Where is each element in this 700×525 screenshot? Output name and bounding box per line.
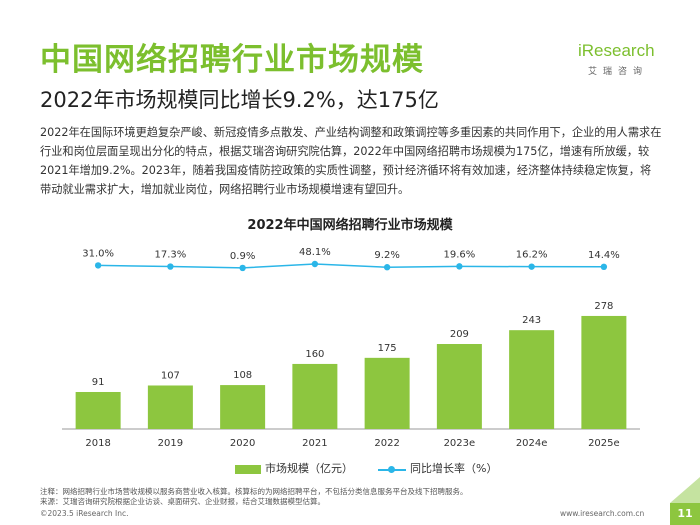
growth-point-2023e	[456, 263, 463, 270]
growth-label-2018: 31.0%	[82, 248, 114, 259]
legend-line-swatch	[378, 465, 406, 474]
x-tick-label-2020: 2020	[230, 438, 255, 449]
bar-2024e	[509, 330, 555, 429]
bar-value-label-2025e: 278	[594, 301, 613, 312]
bar-2022	[364, 357, 410, 429]
x-tick-label-2025e: 2025e	[588, 438, 620, 449]
growth-label-2024e: 16.2%	[516, 250, 548, 261]
growth-point-2018	[94, 262, 102, 269]
growth-label-2019: 17.3%	[154, 250, 186, 261]
legend-label-market-size: 市场规模（亿元）	[265, 462, 353, 475]
bar-value-label-2019: 107	[161, 370, 180, 381]
copyright: ©2023.5 iResearch Inc.	[40, 509, 129, 518]
bar-value-label-2023e: 209	[450, 329, 469, 340]
bar-value-label-2022: 175	[378, 343, 397, 354]
note-text: 注释：网络招聘行业市场营收规模以服务商营业收入核算。核算标的为网络招聘平台，不包…	[40, 487, 468, 496]
legend-bar-swatch	[235, 464, 261, 474]
x-tick-label-2018: 2018	[85, 438, 110, 449]
chart-legend: 市场规模（亿元） 同比增长率（%）	[0, 460, 700, 476]
growth-point-2022	[383, 264, 391, 271]
growth-point-2019	[167, 263, 174, 270]
growth-label-2022: 9.2%	[374, 250, 399, 261]
x-tick-label-2023e: 2023e	[444, 438, 476, 449]
logo-subtext: 艾瑞咨询	[588, 67, 649, 77]
legend-item-growth-rate: 同比增长率（%）	[378, 460, 497, 476]
growth-label-2023e: 19.6%	[443, 249, 475, 260]
source-text: 来源：艾瑞咨询研究院根据企业访谈、桌面研究、企业财报，结合艾瑞数据模型估算。	[40, 497, 325, 506]
growth-point-2021	[311, 260, 319, 268]
growth-rate-line	[98, 263, 604, 269]
growth-point-2020	[239, 264, 246, 272]
growth-label-2025e: 14.4%	[588, 250, 620, 261]
bar-value-label-2018: 91	[92, 377, 105, 388]
bar-value-label-2024e: 243	[522, 315, 541, 326]
bar-2025e	[581, 315, 627, 429]
growth-label-2020: 0.9%	[230, 251, 255, 262]
description-paragraph: 2022年在国际环境更趋复杂严峻、新冠疫情多点散发、产业结构调整和政策调控等多重…	[40, 126, 662, 196]
x-tick-label-2019: 2019	[158, 438, 183, 449]
bar-2018	[75, 391, 121, 429]
x-tick-label-2024e: 2024e	[516, 438, 548, 449]
chart-title: 2022年中国网络招聘行业市场规模	[247, 218, 453, 233]
page-title: 中国网络招聘行业市场规模	[40, 42, 424, 78]
chart-notes: 注释：网络招聘行业市场营收规模以服务商营业收入核算。核算标的为网络招聘平台，不包…	[40, 487, 468, 507]
bar-value-label-2021: 160	[305, 349, 324, 360]
x-tick-label-2022: 2022	[374, 438, 399, 449]
website-link[interactable]: www.iresearch.com.cn	[560, 509, 645, 518]
page-number: 11	[670, 503, 700, 525]
iresearch-logo: iResearch 艾瑞咨询	[578, 41, 670, 81]
growth-point-2025e	[600, 263, 608, 271]
growth-label-2021: 48.1%	[299, 247, 331, 258]
bar-2020	[220, 385, 266, 429]
page-subtitle: 2022年市场规模同比增长9.2%，达175亿	[40, 88, 439, 112]
logo-text: iResearch	[578, 41, 655, 60]
legend-item-market-size: 市场规模（亿元）	[235, 460, 353, 476]
growth-point-2024e	[528, 263, 535, 270]
x-tick-label-2021: 2021	[302, 438, 327, 449]
market-size-chart: 91 2018 107 2019 108 2020 160 2021 175 2022 209 202…	[62, 247, 640, 449]
bar-value-label-2020: 108	[233, 370, 252, 381]
bar-2021	[292, 363, 338, 429]
corner-decoration	[670, 477, 700, 503]
bar-2019	[147, 385, 193, 429]
legend-label-growth-rate: 同比增长率（%）	[410, 462, 498, 475]
bar-2023e	[436, 344, 482, 429]
